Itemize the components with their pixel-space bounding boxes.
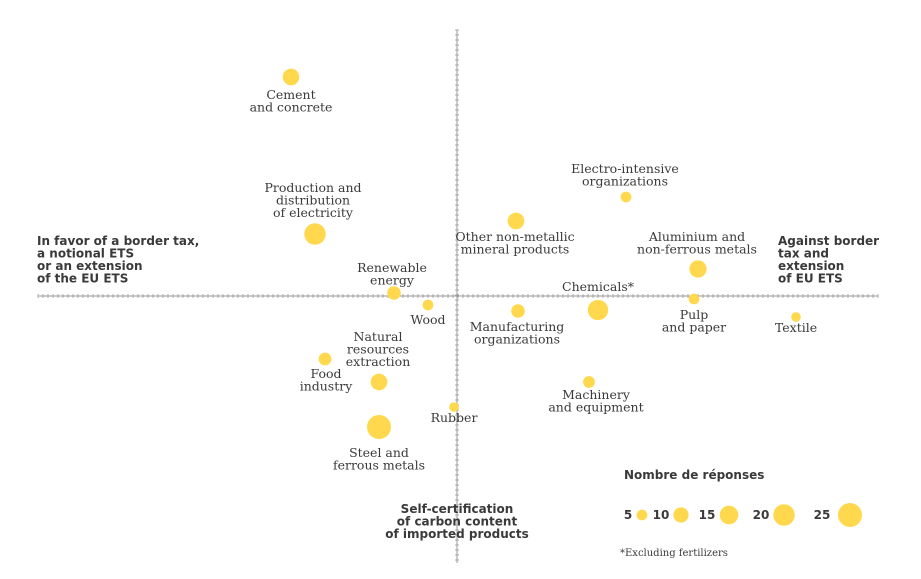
bubble-label-line: of electricity: [273, 205, 354, 220]
axis-labels: In favor of a border tax, a notional ETS o…: [37, 234, 879, 541]
bubble-label: Food industry: [300, 366, 354, 394]
legend: Nombre de réponses 5 10 15 20 25: [624, 468, 862, 527]
bubble-label-line: Food: [310, 366, 341, 381]
axis-label-left-line: of the EU ETS: [37, 272, 128, 286]
bubble-label-line: Pulp: [680, 307, 708, 322]
legend-size-label: 20: [753, 508, 770, 522]
bubble: [318, 352, 332, 366]
bubble-label-line: Other non-metallic: [455, 229, 574, 244]
axis-label-right-line: of EU ETS: [778, 272, 843, 286]
bubble-label-line: resources: [347, 342, 409, 357]
bubble-label-line: distribution: [276, 193, 350, 208]
bubble-label-line: Textile: [775, 320, 817, 335]
bubble-label-line: and paper: [662, 320, 726, 335]
axis-label-right: Against border tax and extension of EU ETS: [778, 234, 879, 286]
bubble: [370, 373, 388, 391]
axis-label-bottom-line: of carbon content: [397, 515, 518, 529]
bubble-label: Manufacturing organizations: [470, 319, 565, 347]
axis-label-bottom: Self-certification of carbon content of im…: [385, 502, 529, 541]
bubble-label: Rubber: [431, 410, 478, 425]
bubble-label: Renewable energy: [357, 260, 427, 288]
axis-label-left-line: or an extension: [37, 259, 143, 273]
axis-label-left-line: In favor of a border tax,: [37, 234, 199, 248]
bubble-label-line: Rubber: [431, 410, 478, 425]
bubble: [367, 415, 391, 439]
bubble-label-line: Electro-intensive: [571, 161, 679, 176]
bubble-label-line: and equipment: [548, 400, 643, 415]
bubble: [387, 286, 401, 300]
legend-size-label: 5: [624, 508, 632, 522]
legend-bubble: [636, 509, 648, 521]
bubble-label: Cement and concrete: [250, 87, 333, 115]
bubble-label-line: Chemicals*: [562, 279, 635, 294]
bubble-label: Machinery and equipment: [548, 387, 643, 415]
axis-label-bottom-line: of imported products: [385, 527, 529, 541]
legend-size-label: 15: [699, 508, 716, 522]
bubble-label: Other non-metallic mineral products: [455, 229, 574, 257]
legend-title: Nombre de réponses: [624, 468, 764, 482]
bubble-label: Natural resources extraction: [346, 329, 411, 369]
bubble: [689, 260, 707, 278]
bubble-label-line: and concrete: [250, 100, 333, 115]
axes: [37, 29, 879, 563]
bubble-label: Aluminium and non-ferrous metals: [637, 229, 757, 257]
bubble-label-line: organizations: [474, 332, 560, 347]
bubble: [304, 223, 326, 245]
bubble-label: Chemicals*: [562, 279, 635, 294]
legend-bubble: [719, 505, 739, 525]
bubble: [422, 299, 434, 311]
bubble-label-line: extraction: [346, 354, 411, 369]
bubble-label-line: Machinery: [562, 387, 631, 402]
bubble: [511, 304, 525, 318]
bubble: [507, 212, 525, 230]
bubble-label-line: Renewable: [357, 260, 427, 275]
footnote: *Excluding fertilizers: [620, 548, 728, 559]
legend-size-label: 25: [814, 508, 831, 522]
legend-bubble: [838, 503, 862, 527]
axis-label-left-line: a notional ETS: [37, 247, 134, 261]
bubble-label-line: Production and: [264, 180, 361, 195]
bubble-label-line: Wood: [410, 312, 445, 327]
bubble-label-line: Steel and: [349, 445, 409, 460]
axis-label-right-line: extension: [778, 259, 844, 273]
bubble: [282, 68, 300, 86]
bubble-label-line: Aluminium and: [648, 229, 745, 244]
bubble-label-line: energy: [370, 273, 415, 288]
axis-label-right-line: tax and: [778, 247, 829, 261]
bubble-label-line: mineral products: [461, 242, 570, 257]
bubble: [688, 293, 700, 305]
bubble-label-line: Cement: [266, 87, 315, 102]
axis-label-bottom-line: Self-certification: [401, 502, 514, 516]
bubble-label-line: Manufacturing: [470, 319, 565, 334]
bubble-label-line: ferrous metals: [333, 458, 425, 473]
bubble-label-line: organizations: [582, 174, 668, 189]
legend-size-label: 10: [653, 508, 670, 522]
bubble-label: Steel and ferrous metals: [333, 445, 425, 473]
bubbles: Cement and concrete Production and distribu…: [250, 68, 817, 473]
bubble: [620, 191, 632, 203]
axis-label-right-line: Against border: [778, 234, 879, 248]
bubble-label: Textile: [775, 320, 817, 335]
bubble: [583, 376, 595, 388]
legend-bubble: [673, 507, 689, 523]
bubble: [587, 299, 609, 321]
bubble-label-line: non-ferrous metals: [637, 242, 757, 257]
bubble: [791, 312, 801, 322]
bubble-label-line: industry: [300, 379, 354, 394]
legend-bubble: [773, 504, 795, 526]
bubble-label: Production and distribution of electricity: [264, 180, 361, 220]
bubble-label: Electro-intensive organizations: [571, 161, 679, 189]
bubble-label-line: Natural: [354, 329, 403, 344]
axis-label-left: In favor of a border tax, a notional ETS o…: [37, 234, 199, 286]
bubble: [449, 402, 459, 412]
bubble-label: Pulp and paper: [662, 307, 726, 335]
bubble-label: Wood: [410, 312, 445, 327]
